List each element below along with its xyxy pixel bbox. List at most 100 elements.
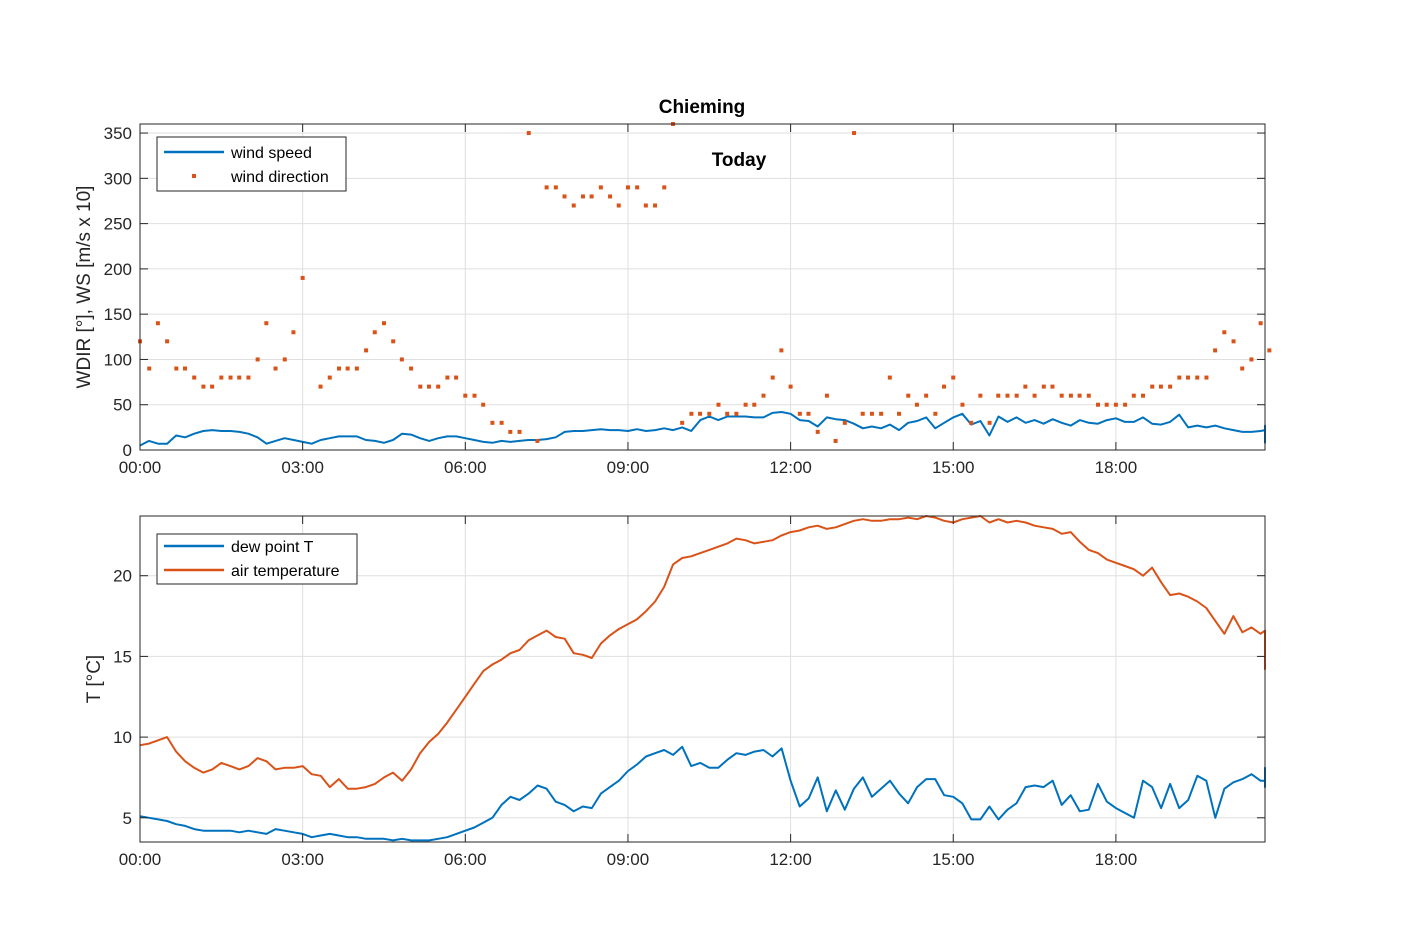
- wind-direction-point: [1231, 339, 1236, 344]
- wind-direction-point: [553, 185, 558, 190]
- wind-direction-point: [716, 402, 721, 407]
- wind-direction-point: [734, 411, 739, 416]
- wind-direction-point: [743, 402, 748, 407]
- wind-direction-point: [1096, 402, 1101, 407]
- wind-direction-point: [1104, 402, 1109, 407]
- wind-direction-point: [1005, 393, 1010, 398]
- wind-direction-point: [165, 339, 170, 344]
- wind-y-tick-label: 350: [104, 124, 132, 143]
- wind-direction-point: [689, 411, 694, 416]
- wind-direction-point: [445, 375, 450, 380]
- wind-direction-point: [1267, 348, 1272, 353]
- wind-direction-point: [951, 375, 956, 380]
- wind-direction-point: [1032, 393, 1037, 398]
- wind-legend: wind speed wind direction: [156, 136, 347, 192]
- temperature-x-tick-label: 15:00: [932, 850, 975, 869]
- temperature-y-tick-label: 15: [113, 647, 132, 666]
- wind-direction-point: [1023, 384, 1028, 389]
- legend-dew-point: dew point T: [231, 539, 314, 556]
- temperature-series: [139, 515, 1266, 842]
- wind-direction-point: [264, 321, 269, 326]
- temperature-x-tick-label: 00:00: [119, 850, 162, 869]
- wind-x-tick-label: 06:00: [444, 458, 487, 477]
- wind-direction-point: [942, 384, 947, 389]
- wind-direction-point: [508, 429, 513, 434]
- wind-direction-point: [155, 321, 160, 326]
- wind-direction-point: [174, 366, 179, 371]
- wind-direction-point: [399, 357, 404, 362]
- temperature-y-axis-label: T [°C]: [84, 655, 105, 703]
- wind-direction-point: [436, 384, 441, 389]
- wind-direction-point: [526, 131, 531, 136]
- wind-direction-point: [906, 393, 911, 398]
- temperature-ticks: 00:00 03:00 06:00 09:00 12:00 15:00 18:00 5 10 15…: [113, 516, 1265, 869]
- wind-direction-point: [1204, 375, 1209, 380]
- wind-direction-point: [761, 393, 766, 398]
- wind-y-tick-label: 50: [113, 396, 132, 415]
- wind-direction-point: [246, 375, 251, 380]
- wind-direction-point: [969, 420, 974, 425]
- temperature-panel: 00:00 03:00 06:00 09:00 12:00 15:00 18:00 5 10 15…: [84, 515, 1266, 869]
- wind-direction-point: [300, 275, 305, 280]
- wind-direction-point: [1195, 375, 1200, 380]
- temperature-y-tick-label: 10: [113, 728, 132, 747]
- wind-direction-point: [643, 203, 648, 208]
- wind-direction-point: [616, 203, 621, 208]
- wind-direction-point: [381, 321, 386, 326]
- wind-y-tick-label: 200: [104, 260, 132, 279]
- wind-direction-point: [824, 393, 829, 398]
- wind-direction-point: [653, 203, 658, 208]
- wind-direction-point: [635, 185, 640, 190]
- wind-series: [138, 122, 1272, 447]
- wind-direction-point: [869, 411, 874, 416]
- wind-direction-point: [1131, 393, 1136, 398]
- wind-direction-point: [788, 384, 793, 389]
- wind-direction-point: [1213, 348, 1218, 353]
- wind-y-tick-label: 300: [104, 169, 132, 188]
- wind-direction-point: [725, 411, 730, 416]
- wind-direction-point: [589, 194, 594, 199]
- legend-wind-direction: wind direction: [230, 169, 329, 186]
- temperature-x-tick-label: 12:00: [769, 850, 812, 869]
- wind-x-tick-label: 12:00: [769, 458, 812, 477]
- wind-direction-point: [1077, 393, 1082, 398]
- legend-air-temperature: air temperature: [231, 563, 340, 580]
- wind-direction-point: [1177, 375, 1182, 380]
- wind-direction-point: [707, 411, 712, 416]
- wind-direction-point: [1123, 402, 1128, 407]
- temperature-x-tick-label: 03:00: [281, 850, 324, 869]
- wind-direction-point: [1150, 384, 1155, 389]
- wind-x-tick-label: 00:00: [119, 458, 162, 477]
- wind-direction-point: [608, 194, 613, 199]
- wind-y-axis-label: WDIR [°], WS [m/s x 10]: [74, 186, 95, 389]
- wind-direction-point: [1141, 393, 1146, 398]
- wind-direction-point: [517, 429, 522, 434]
- wind-panel: 00:00 03:00 06:00 09:00 12:00 15:00 18:00 0 50 10…: [74, 97, 1272, 477]
- wind-x-tick-label: 18:00: [1095, 458, 1138, 477]
- wind-direction-point: [571, 203, 576, 208]
- wind-direction-point: [562, 194, 567, 199]
- wind-direction-point: [598, 185, 603, 190]
- wind-direction-point: [662, 185, 667, 190]
- wind-direction-point: [580, 194, 585, 199]
- wind-ticks: 00:00 03:00 06:00 09:00 12:00 15:00 18:00 0 50 10…: [104, 124, 1265, 477]
- wind-direction-point: [454, 375, 459, 380]
- wind-direction-point: [273, 366, 278, 371]
- wind-direction-point: [1186, 375, 1191, 380]
- wind-direction-point: [463, 393, 468, 398]
- wind-direction-point: [1059, 393, 1064, 398]
- wind-direction-point: [960, 402, 965, 407]
- wind-direction-point: [183, 366, 187, 371]
- wind-direction-point: [1240, 366, 1245, 371]
- wind-direction-point: [752, 402, 757, 407]
- wind-direction-point: [354, 366, 359, 371]
- wind-direction-point: [933, 411, 938, 416]
- legend-wind-speed: wind speed: [230, 145, 312, 162]
- wind-direction-point: [345, 366, 350, 371]
- wind-direction-point: [372, 330, 377, 335]
- wind-x-tick-label: 09:00: [607, 458, 650, 477]
- today-annotation: Today: [712, 150, 767, 171]
- temperature-y-tick-label: 20: [113, 567, 132, 586]
- wind-direction-point: [842, 420, 847, 425]
- wind-direction-point: [318, 384, 323, 389]
